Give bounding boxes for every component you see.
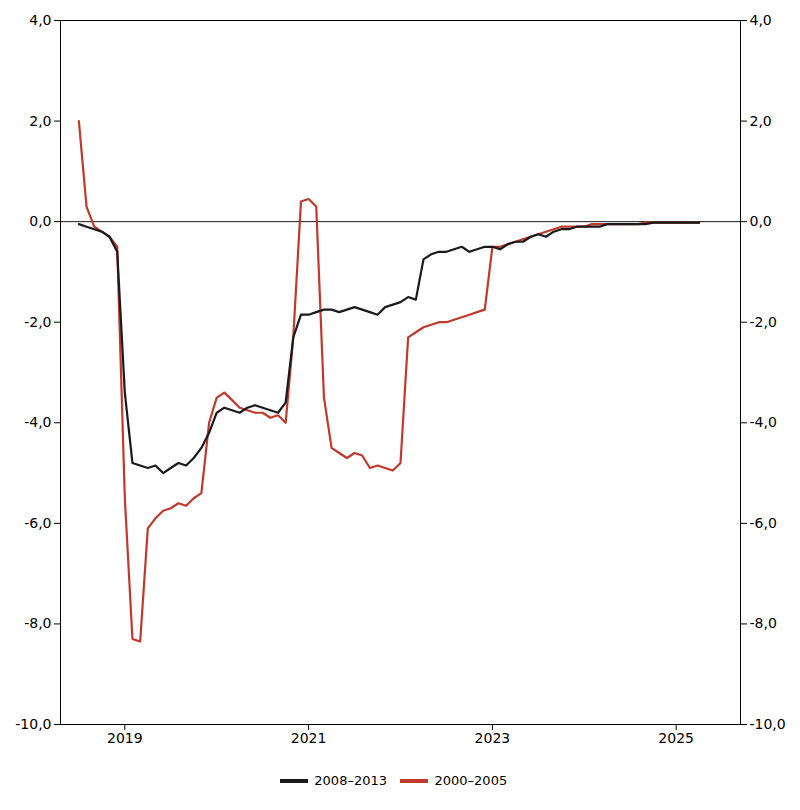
svg-text:-2,0: -2,0 xyxy=(24,314,51,330)
svg-text:-6,0: -6,0 xyxy=(24,515,51,531)
svg-text:0,0: 0,0 xyxy=(29,213,51,229)
svg-text:-4,0: -4,0 xyxy=(750,414,777,430)
svg-text:-8,0: -8,0 xyxy=(24,615,51,631)
html-text:2008–2013: 2008–2013 xyxy=(314,773,387,788)
svg-text:-10,0: -10,0 xyxy=(15,716,51,732)
svg-text:2023: 2023 xyxy=(475,730,511,746)
svg-text:-2,0: -2,0 xyxy=(750,314,777,330)
html-text:2000–2005: 2000–2005 xyxy=(434,773,508,788)
svg-text:-8,0: -8,0 xyxy=(750,615,777,631)
svg-text:-10,0: -10,0 xyxy=(750,716,786,732)
svg-text:2021: 2021 xyxy=(291,730,327,746)
svg-text:4,0: 4,0 xyxy=(29,12,51,28)
svg-text:4,0: 4,0 xyxy=(750,12,772,28)
svg-text:2019: 2019 xyxy=(107,730,143,746)
svg-text:2,0: 2,0 xyxy=(750,113,772,129)
svg-text:-4,0: -4,0 xyxy=(24,414,51,430)
svg-text:2025: 2025 xyxy=(658,730,694,746)
svg-text:-6,0: -6,0 xyxy=(750,515,777,531)
svg-text:0,0: 0,0 xyxy=(750,213,772,229)
svg-text:2,0: 2,0 xyxy=(29,113,51,129)
